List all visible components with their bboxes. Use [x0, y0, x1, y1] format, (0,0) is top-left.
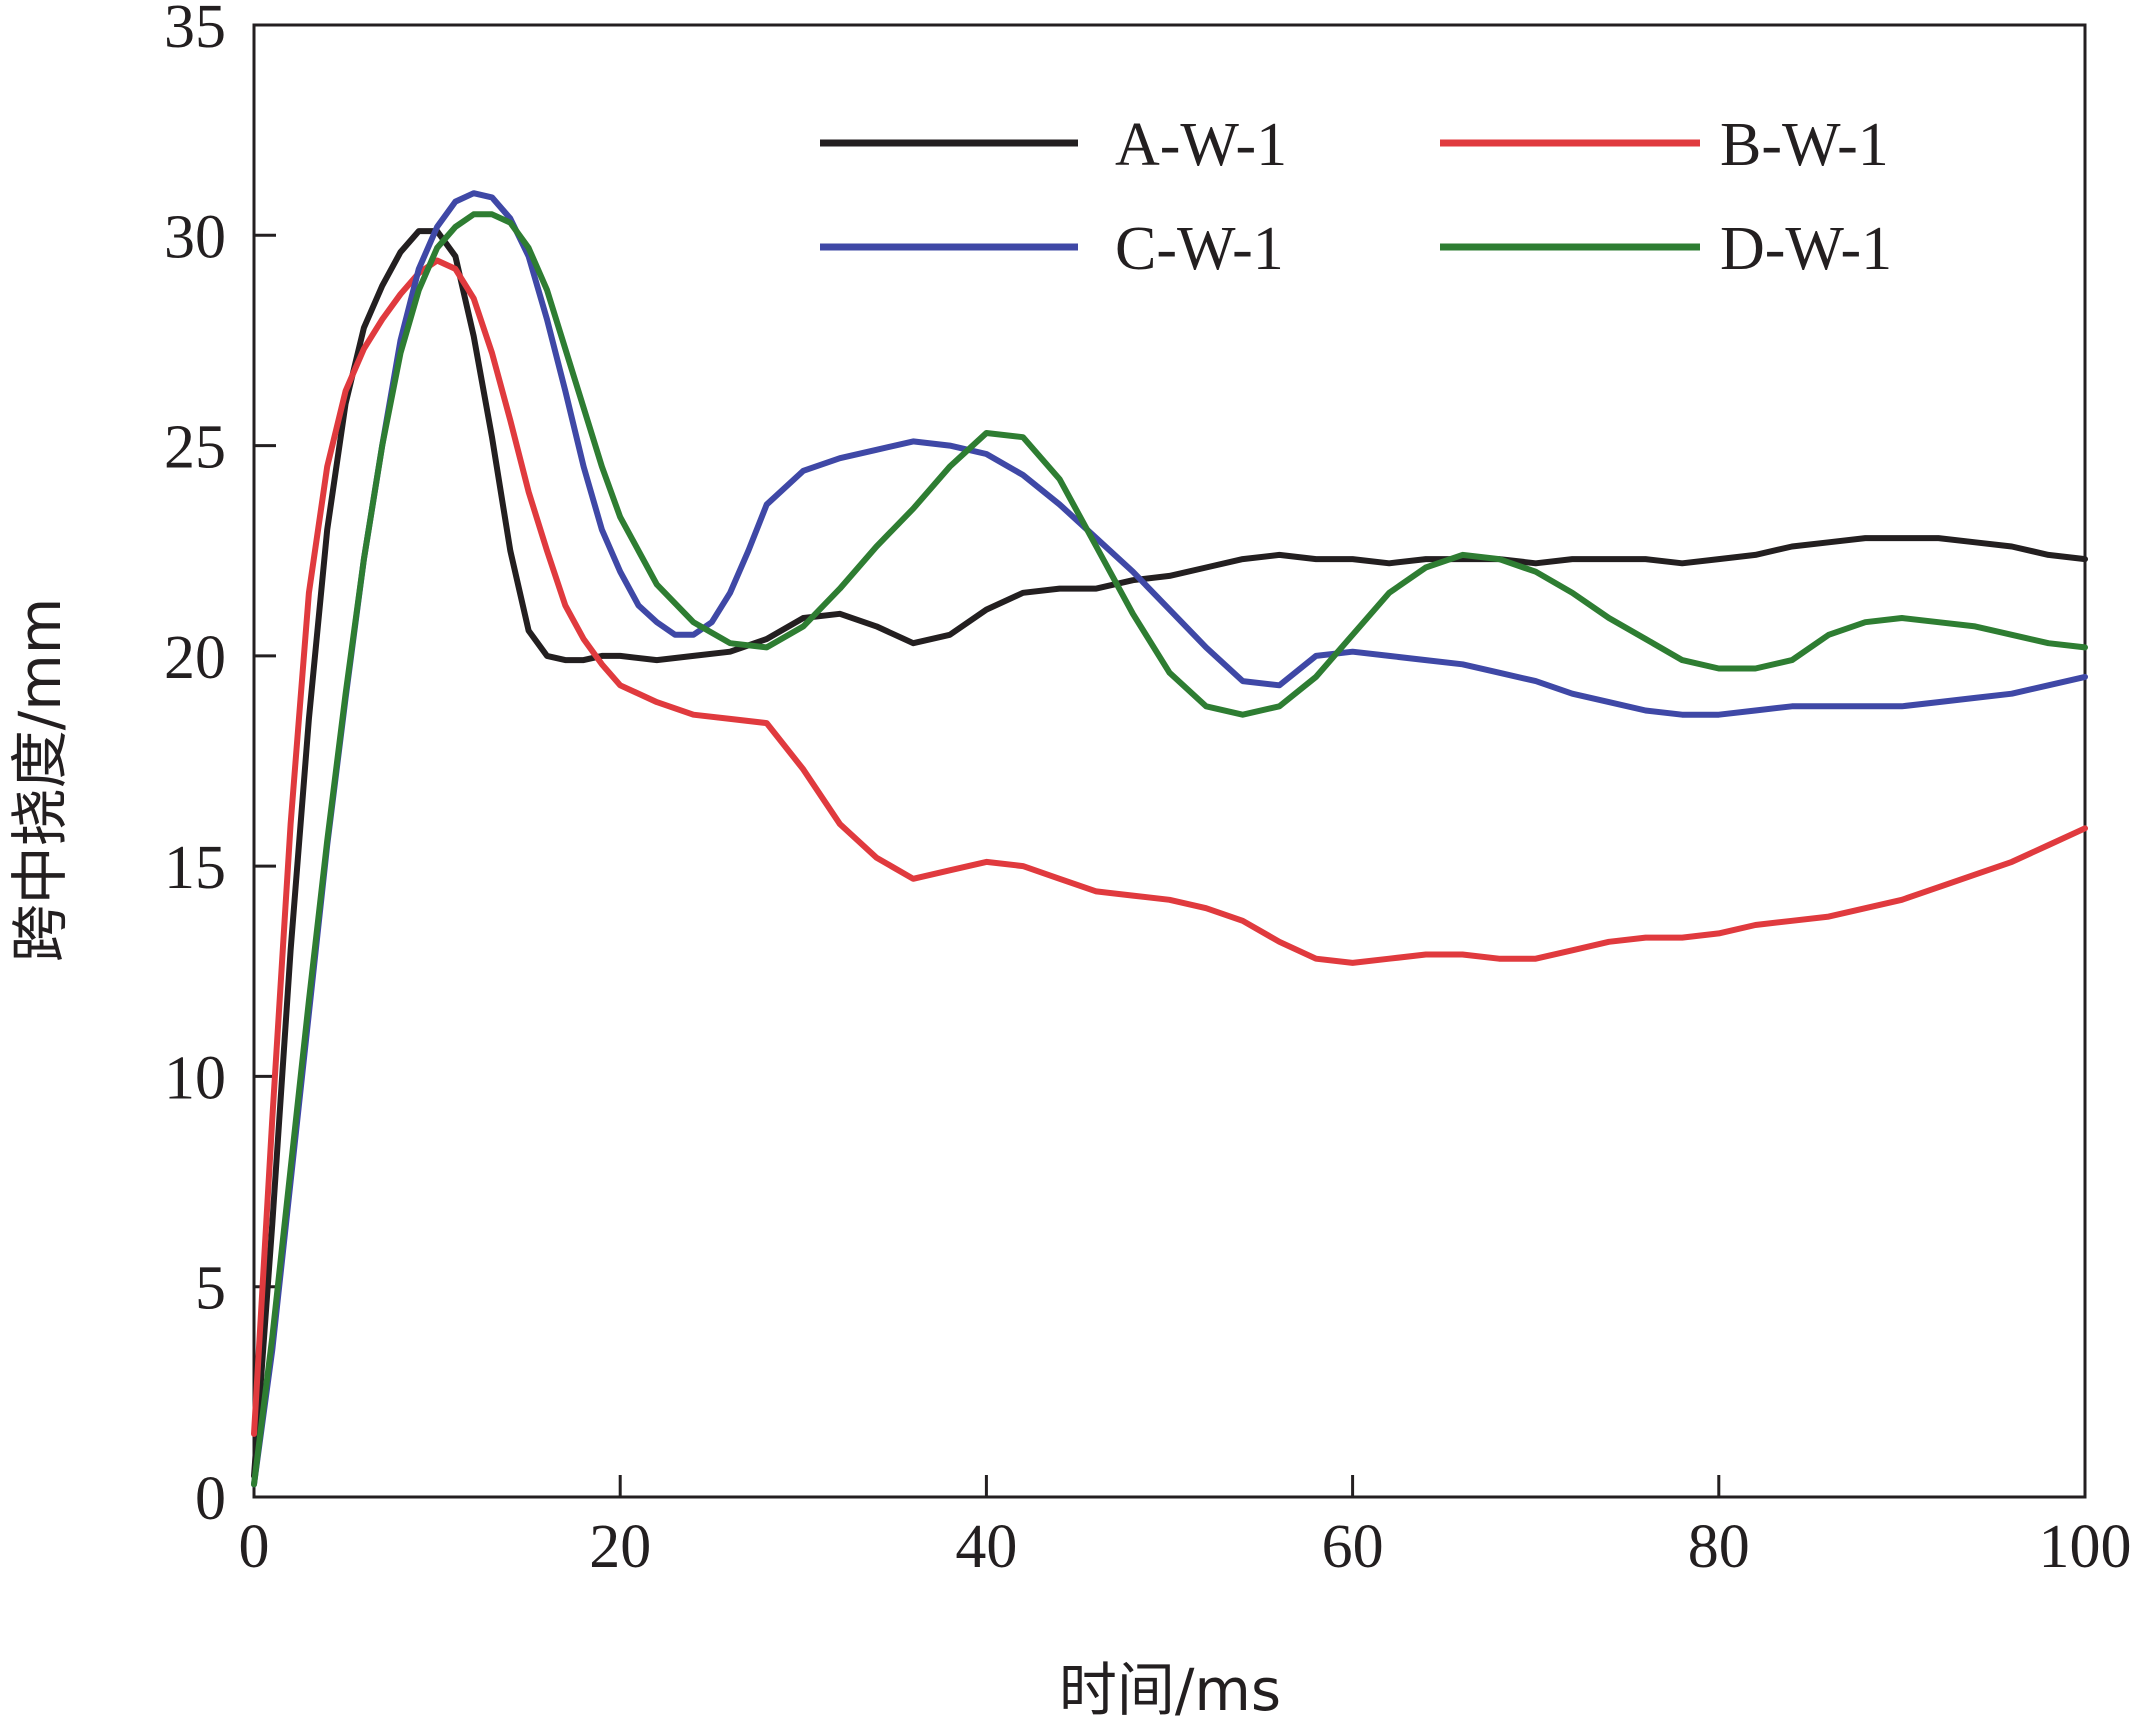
y-tick-label: 25: [164, 414, 226, 482]
y-tick-label: 30: [164, 203, 226, 271]
y-tick-label: 35: [164, 0, 226, 61]
x-tick-label: 40: [955, 1513, 1017, 1581]
series-lines: [251, 190, 2088, 1488]
series-line-d-w-1: [251, 211, 2088, 1488]
series-line-b-w-1: [251, 257, 2088, 1437]
y-axis-title: 跨中挠度/mm: [6, 598, 74, 963]
x-axis-title: 时间/ms: [1059, 1656, 1281, 1720]
x-tick-label: 80: [1688, 1513, 1750, 1581]
x-axis-ticks: 0 20 40 60 80 100: [239, 1475, 2132, 1581]
x-tick-label: 100: [2039, 1513, 2132, 1581]
y-axis-ticks: 0 5 10 15 20 25 30 35: [164, 0, 276, 1533]
y-tick-label: 20: [164, 624, 226, 692]
series-line-c-w-1: [251, 190, 2088, 1488]
x-tick-label: 60: [1322, 1513, 1384, 1581]
plot-frame: [252, 23, 2087, 1499]
legend-label: B-W-1: [1720, 111, 1889, 179]
x-tick-label: 20: [589, 1513, 651, 1581]
legend-label: C-W-1: [1115, 215, 1284, 283]
y-tick-label: 5: [195, 1255, 226, 1323]
y-tick-label: 10: [164, 1044, 226, 1112]
y-tick-label: 0: [195, 1465, 226, 1533]
legend-label: A-W-1: [1115, 111, 1287, 179]
legend-label: D-W-1: [1720, 215, 1892, 283]
legend: A-W-1 B-W-1 C-W-1 D-W-1: [820, 111, 1892, 283]
y-tick-label: 15: [164, 834, 226, 902]
series-line-a-w-1: [251, 228, 2088, 1479]
x-tick-label: 0: [239, 1513, 270, 1581]
